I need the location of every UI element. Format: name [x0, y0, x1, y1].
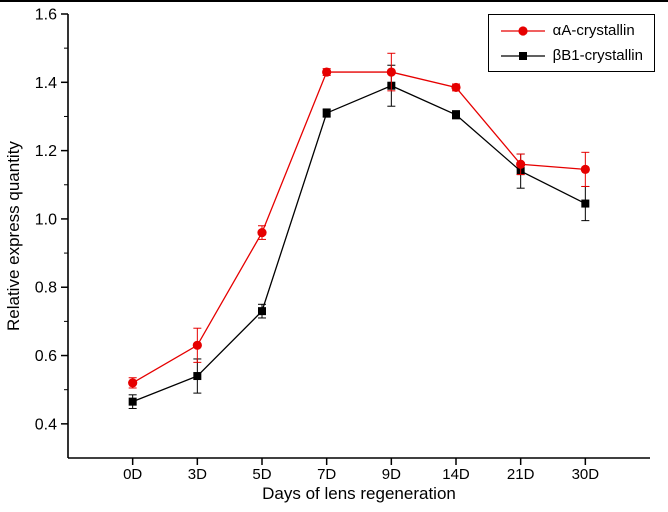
- y-axis-title: Relative express quantity: [4, 141, 23, 331]
- x-tick-label: 21D: [507, 466, 535, 483]
- y-tick-label: 0.8: [35, 280, 57, 297]
- series-marker-circle: [580, 164, 590, 174]
- y-tick-label: 0.4: [35, 416, 57, 433]
- series-marker-circle: [128, 378, 138, 388]
- series-marker-square: [322, 109, 331, 118]
- series-marker-square: [581, 199, 590, 208]
- x-tick-label: 0D: [123, 466, 142, 483]
- series-marker-square: [452, 110, 460, 119]
- series-marker-square: [128, 397, 137, 406]
- series-marker-circle: [516, 159, 526, 169]
- series-marker-circle: [451, 82, 461, 93]
- x-axis-title: Days of lens regeneration: [262, 484, 456, 503]
- y-tick-label: 1.4: [35, 75, 57, 92]
- series-0: [128, 52, 590, 389]
- y-tick-label: 1.6: [35, 7, 57, 24]
- series-line: [132, 85, 586, 403]
- figure-top-border: [0, 0, 668, 2]
- legend-sample-circle-icon: [500, 25, 545, 36]
- legend-label: βB1-crystallin: [552, 47, 643, 64]
- x-tick-label: 9D: [382, 466, 401, 483]
- series-marker-square: [193, 372, 202, 381]
- series-marker-circle: [257, 227, 267, 238]
- series-line: [132, 71, 586, 384]
- x-tick-label: 5D: [252, 466, 271, 483]
- legend-item-alpha-a-crystallin: αA-crystallin: [500, 22, 643, 39]
- legend: αA-crystallin βB1-crystallin: [487, 14, 655, 72]
- series-marker-square: [258, 307, 266, 316]
- x-tick-label: 7D: [317, 466, 336, 483]
- legend-marker-circle: [518, 25, 528, 36]
- series-marker-circle: [192, 340, 202, 350]
- y-tick-label: 0.6: [35, 348, 57, 365]
- y-tick-label: 1.0: [35, 211, 57, 228]
- x-tick-label: 30D: [572, 466, 600, 483]
- legend-label: αA-crystallin: [552, 22, 635, 39]
- y-tick-label: 1.2: [35, 143, 57, 160]
- legend-item-beta-b1-crystallin: βB1-crystallin: [500, 47, 643, 64]
- series-marker-circle: [322, 67, 332, 77]
- series-marker-circle: [386, 67, 396, 77]
- x-tick-label: 14D: [442, 466, 470, 483]
- x-tick-label: 3D: [188, 466, 207, 483]
- legend-marker-square: [518, 51, 527, 60]
- legend-sample-square-icon: [500, 51, 545, 60]
